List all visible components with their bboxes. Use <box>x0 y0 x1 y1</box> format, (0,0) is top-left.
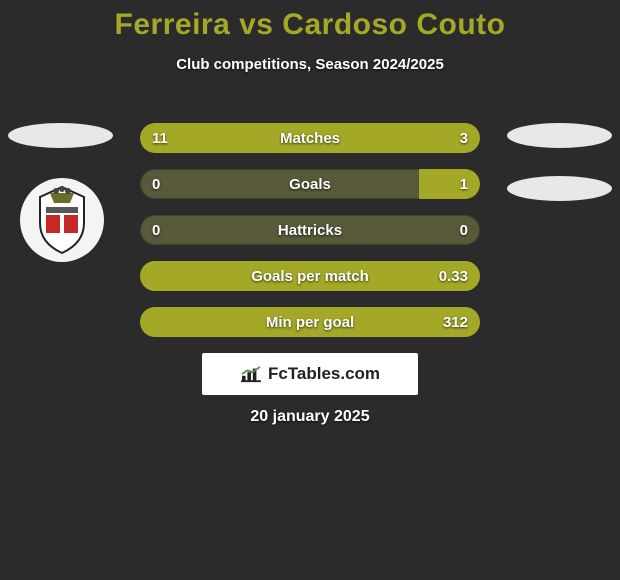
stats-bars: Matches113Goals01Hattricks00Goals per ma… <box>140 123 480 353</box>
brand-badge: FcTables.com <box>202 353 418 395</box>
stat-value-right: 312 <box>443 307 468 337</box>
stat-label: Matches <box>140 123 480 153</box>
stat-label: Goals <box>140 169 480 199</box>
stat-value-left: 0 <box>152 169 160 199</box>
stat-bar: Goals per match0.33 <box>140 261 480 291</box>
stat-value-right: 1 <box>460 169 468 199</box>
stat-bar: Matches11 3 <box>140 123 480 153</box>
stat-value-right: 0 <box>460 215 468 245</box>
stat-bar: Goals0 1 <box>140 169 480 199</box>
subtitle: Club competitions, Season 2024/2025 <box>0 56 620 73</box>
stat-value-left: 11 <box>152 123 168 153</box>
bar-chart-icon <box>240 365 262 383</box>
stat-value-right: 0.33 <box>439 261 468 291</box>
stat-bar: Min per goal312 <box>140 307 480 337</box>
team-crest-icon <box>20 178 104 262</box>
stat-value-left: 0 <box>152 215 160 245</box>
brand-text: FcTables.com <box>268 364 380 384</box>
page-title: Ferreira vs Cardoso Couto <box>0 0 620 42</box>
stat-bar: Hattricks0 0 <box>140 215 480 245</box>
team-left-logo-placeholder <box>8 123 113 148</box>
stat-label: Min per goal <box>140 307 480 337</box>
footer-date: 20 january 2025 <box>0 408 620 426</box>
stat-label: Goals per match <box>140 261 480 291</box>
team-right-logo-placeholder-2 <box>507 176 612 201</box>
stat-label: Hattricks <box>140 215 480 245</box>
stat-value-right: 3 <box>460 123 468 153</box>
team-right-logo-placeholder-1 <box>507 123 612 148</box>
